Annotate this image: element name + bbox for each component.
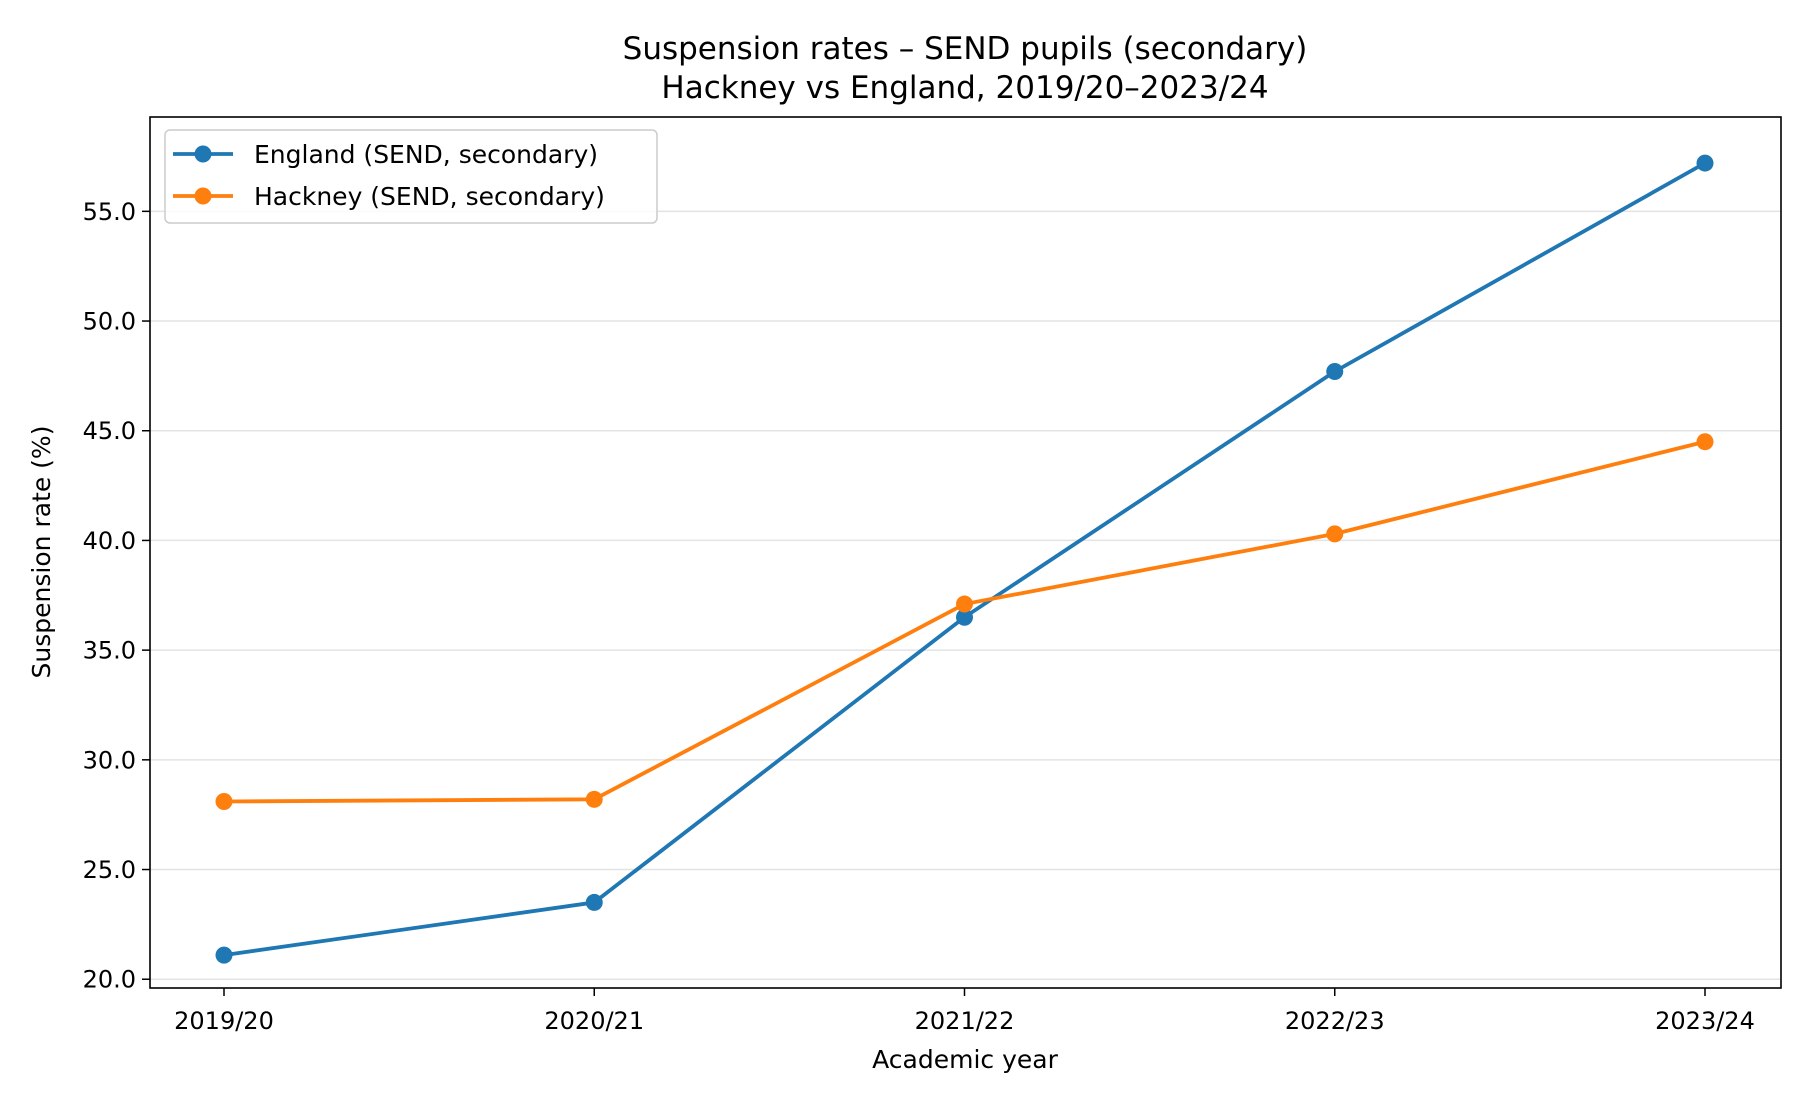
data-point-england — [215, 946, 233, 964]
y-axis-ticks: 20.0 25.0 30.0 35.0 40.0 45.0 50.0 55.0 — [83, 198, 150, 994]
data-point-england — [1326, 362, 1344, 380]
y-tick-label: 30.0 — [83, 746, 136, 774]
y-tick-label: 55.0 — [83, 198, 136, 226]
x-tick-label: 2023/24 — [1655, 1007, 1755, 1035]
data-point-england — [1696, 154, 1714, 172]
legend-label-england: England (SEND, secondary) — [254, 140, 598, 169]
plot-frame — [149, 116, 1782, 989]
legend-box — [164, 129, 658, 224]
data-point-hackney — [585, 790, 603, 808]
x-axis-label: Academic year — [872, 1045, 1058, 1074]
series-layer — [215, 154, 1714, 964]
legend-marker-hackney — [194, 187, 212, 205]
data-point-hackney — [956, 595, 973, 613]
x-tick-label: 2020/21 — [544, 1007, 644, 1035]
data-point-hackney — [1326, 525, 1344, 543]
legend: England (SEND, secondary) Hackney (SEND,… — [164, 129, 658, 224]
data-point-hackney — [215, 793, 233, 811]
y-axis-label: Suspension rate (%) — [27, 426, 56, 679]
y-tick-label: 25.0 — [83, 856, 136, 884]
data-point-england — [956, 608, 973, 626]
x-tick-label: 2021/22 — [915, 1007, 1015, 1035]
chart-title: Suspension rates – SEND pupils (secondar… — [623, 31, 1308, 67]
x-axis-ticks: 2019/20 2020/21 2021/22 2022/23 2023/24 — [174, 988, 1755, 1035]
y-tick-label: 20.0 — [83, 966, 136, 994]
y-tick-label: 40.0 — [83, 527, 136, 555]
data-point-england — [585, 893, 603, 911]
y-tick-label: 45.0 — [83, 417, 136, 445]
x-tick-label: 2019/20 — [174, 1007, 274, 1035]
y-tick-label: 50.0 — [83, 308, 136, 336]
chart-subtitle: Hackney vs England, 2019/20–2023/24 — [661, 70, 1268, 106]
y-tick-label: 35.0 — [83, 637, 136, 665]
data-point-hackney — [1696, 433, 1714, 451]
legend-label-hackney: Hackney (SEND, secondary) — [254, 182, 605, 211]
x-tick-label: 2022/23 — [1285, 1007, 1385, 1035]
legend-marker-england — [194, 145, 212, 163]
